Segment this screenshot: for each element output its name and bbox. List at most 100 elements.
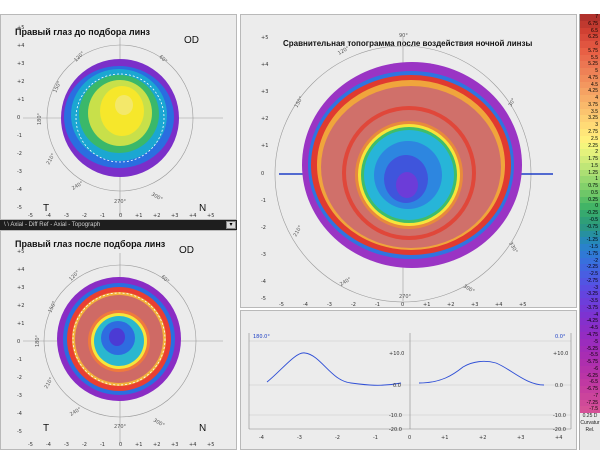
y-left-1: 0.0 <box>393 383 401 389</box>
x-label-5: +1 <box>441 435 448 441</box>
scale-step: 4.5 <box>580 81 600 89</box>
scale-step: -6.25 <box>580 372 600 380</box>
angle-150: 150° <box>294 95 305 109</box>
scale-step: -3.5 <box>580 298 600 305</box>
scale-step: -5.75 <box>580 359 600 366</box>
tick-x-4: -1 <box>100 442 105 448</box>
y-left-2: -10.0 <box>389 413 402 419</box>
x-label-6: +2 <box>479 435 486 441</box>
tick-x-0: -5 <box>28 213 33 219</box>
angle-90: 90° <box>399 33 408 39</box>
scale-step: -1.75 <box>580 250 600 258</box>
scale-step: -0.25 <box>580 210 600 217</box>
y-right-1: 0.0 <box>555 383 563 389</box>
profile-y-labels: +10.0 0.0 -10.0 -20.0 +10.0 0.0 -10.0 -2… <box>389 351 568 433</box>
tick-y-5: 0 <box>17 339 20 345</box>
tick-y-7: -2 <box>261 225 266 231</box>
profile-line-right <box>418 360 545 386</box>
profile-right-angle: 0.0° <box>555 334 566 340</box>
tick-y-5: 0 <box>261 171 264 177</box>
strip-dropdown-button[interactable]: ▾ <box>226 221 236 229</box>
y-right-3: -20.0 <box>553 427 566 433</box>
axis-ticks: -5 -4 -3 -2 -1 0 +1 +2 +3 +4 +5 +5 +4 +3… <box>17 249 214 448</box>
tick-x-7: +2 <box>153 442 160 448</box>
scale-step: -7.5 <box>580 406 600 414</box>
y-left-0: +10.0 <box>389 351 404 357</box>
angle-labels: 90° 120° 150° 210° 240° 270° 300° 330° 3… <box>293 33 519 300</box>
tick-x-6: +1 <box>135 442 142 448</box>
scale-step: 5.5 <box>580 54 600 62</box>
profile-line-left <box>266 352 402 386</box>
view-strip: \ \ Axial - Diff Ref - Axial - Topograph <box>0 220 237 230</box>
tick-y-0: +5 <box>17 249 24 255</box>
angle-270: 270° <box>399 294 412 300</box>
profile-angles: 180.0° 0.0° <box>253 334 566 340</box>
tick-x-8: +3 <box>471 302 478 308</box>
top-whitespace <box>0 0 600 14</box>
scale-step: 3.75 <box>580 101 600 109</box>
scale-step: -0.5 <box>580 216 600 224</box>
scale-step: 1.75 <box>580 156 600 163</box>
panel-profile: 180.0° 0.0° +10.0 0.0 -10.0 -20.0 +10.0 … <box>240 310 577 450</box>
pupil-outline <box>72 292 166 386</box>
angle-180: 180° <box>35 334 41 347</box>
scale-step: 2.5 <box>580 135 600 143</box>
tick-y-4: +1 <box>17 321 24 327</box>
tick-y-7: -2 <box>17 151 22 157</box>
x-label-0: -4 <box>259 435 264 441</box>
angle-210: 210° <box>293 224 304 238</box>
tick-x-9: +4 <box>189 213 196 219</box>
tick-x-3: -2 <box>82 213 87 219</box>
tick-x-3: -2 <box>82 442 87 448</box>
tick-y-10: -5 <box>17 429 22 435</box>
scale-step: -4.25 <box>580 318 600 326</box>
scale-step: 1 <box>580 176 600 184</box>
angle-30: 30° <box>508 97 518 108</box>
topogram-compare[interactable]: -5 -4 -3 -2 -1 0 +1 +2 +3 +4 +5 +5 +4 +3… <box>241 15 577 308</box>
angle-150: 150° <box>47 300 58 314</box>
angle-270: 270° <box>114 424 127 430</box>
tick-x-10: +5 <box>519 302 526 308</box>
tick-y-8: -3 <box>17 169 22 175</box>
panel-after-title: Правый глаз после подбора линз <box>15 239 166 249</box>
panel-compare-title: Сравнительная топограмма после воздейств… <box>283 39 533 48</box>
scale-step: -0.75 <box>580 223 600 231</box>
tick-y-2: +3 <box>17 285 24 291</box>
tick-y-6: -1 <box>17 133 22 139</box>
angle-60: 60° <box>160 274 171 285</box>
profile-chart[interactable]: 180.0° 0.0° +10.0 0.0 -10.0 -20.0 +10.0 … <box>241 311 577 450</box>
topogram-after[interactable]: -5 -4 -3 -2 -1 0 +1 +2 +3 +4 +5 +5 +4 +3… <box>1 231 237 450</box>
tick-y-1: +4 <box>17 267 24 273</box>
topogram-before[interactable]: -5 -4 -3 -2 -1 0 +1 +2 +3 +4 +5 +5 +4 +3… <box>1 15 237 220</box>
scale-step: 1.25 <box>580 169 600 177</box>
tick-y-9: -4 <box>17 411 22 417</box>
tick-y-8: -3 <box>17 393 22 399</box>
scale-step: 0.5 <box>580 189 600 197</box>
tick-x-6: +1 <box>423 302 430 308</box>
tick-x-4: -1 <box>375 302 380 308</box>
scale-step: -1.25 <box>580 237 600 245</box>
scale-step: 2.25 <box>580 142 600 150</box>
tick-y-3: +2 <box>17 79 24 85</box>
scale-step: 6.5 <box>580 27 600 35</box>
tick-y-1: +4 <box>17 43 24 49</box>
tick-y-1: +4 <box>261 62 268 68</box>
angle-240: 240° <box>71 180 85 191</box>
scale-step: 4 <box>580 95 600 102</box>
tick-y-4: +1 <box>17 97 24 103</box>
tick-x-9: +4 <box>495 302 502 308</box>
scale-step: 7 <box>580 14 600 21</box>
x-label-8: +4 <box>555 435 562 441</box>
eye-label: OD <box>179 245 194 256</box>
tick-x-6: +1 <box>135 213 142 219</box>
scale-step: 3 <box>580 122 600 130</box>
tick-x-9: +4 <box>189 442 196 448</box>
x-label-7: +3 <box>517 435 524 441</box>
angle-300: 300° <box>462 284 476 295</box>
scale-step: -7 <box>580 392 600 400</box>
tick-y-6: -1 <box>261 198 266 204</box>
angle-60: 60° <box>158 54 169 65</box>
outer-ring <box>46 44 194 192</box>
scale-step: 6 <box>580 41 600 48</box>
scale-footer-0: 0.25 D <box>582 413 598 420</box>
